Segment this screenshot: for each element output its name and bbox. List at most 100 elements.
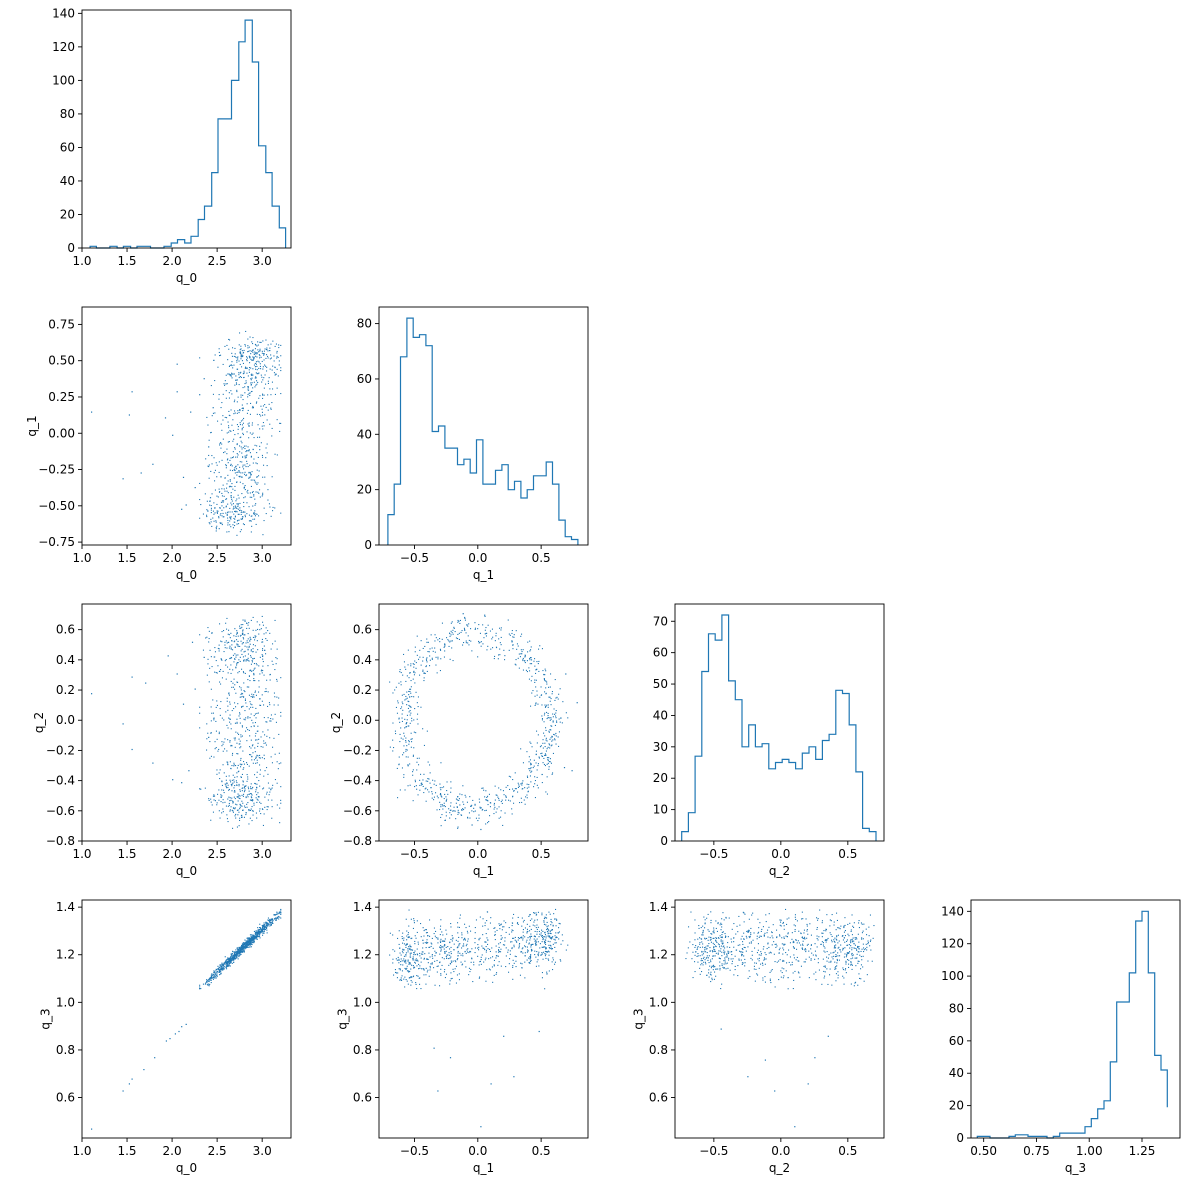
- scatter-point: [251, 471, 253, 473]
- scatter-point: [544, 950, 546, 952]
- scatter-point: [243, 951, 245, 953]
- scatter-point: [475, 817, 477, 819]
- scatter-point: [556, 721, 558, 723]
- scatter-point: [235, 780, 237, 782]
- scatter-point: [262, 340, 264, 342]
- panel-scatter-q_3-vs-q_1: −0.5 0.0 0.50.60.81.01.21.4q_1q_3: [336, 899, 589, 1175]
- scatter-point: [280, 715, 282, 717]
- scatter-point: [213, 457, 215, 459]
- scatter-point: [226, 453, 228, 455]
- scatter-point: [426, 641, 428, 643]
- scatter-point: [409, 691, 411, 693]
- scatter-point: [244, 939, 246, 941]
- scatter-point: [280, 422, 282, 424]
- scatter-point: [522, 762, 524, 764]
- scatter-point: [446, 637, 448, 639]
- x-axis-label: q_0: [176, 568, 197, 582]
- scatter-point: [246, 763, 248, 765]
- scatter-point: [238, 671, 240, 673]
- scatter-point: [760, 963, 762, 965]
- scatter-point: [532, 690, 534, 692]
- scatter-point: [468, 639, 470, 641]
- scatter-point: [250, 650, 252, 652]
- scatter-point: [232, 367, 234, 369]
- scatter-point: [459, 943, 461, 945]
- scatter-point: [420, 923, 422, 925]
- scatter-point: [485, 823, 487, 825]
- scatter-point: [247, 423, 249, 425]
- scatter-point: [267, 924, 269, 926]
- scatter-point: [254, 713, 256, 715]
- scatter-point: [529, 914, 531, 916]
- scatter-point: [262, 661, 264, 663]
- scatter-point: [229, 797, 231, 799]
- scatter-point: [230, 806, 232, 808]
- y-tick-label: 0.8: [56, 1043, 75, 1057]
- scatter-point: [256, 469, 258, 471]
- scatter-point-outlier: [174, 1033, 176, 1035]
- scatter-point: [221, 962, 223, 964]
- scatter-point: [423, 680, 425, 682]
- scatter-point: [247, 729, 249, 731]
- scatter-point: [416, 702, 418, 704]
- scatter-point: [426, 932, 428, 934]
- scatter-point: [266, 465, 268, 467]
- scatter-point: [255, 931, 257, 933]
- scatter-point: [237, 356, 239, 358]
- scatter-point: [234, 516, 236, 518]
- scatter-point: [237, 428, 239, 430]
- scatter-point: [255, 756, 257, 758]
- scatter-point: [227, 962, 229, 964]
- scatter-point: [445, 815, 447, 817]
- y-tick-label: 20: [357, 483, 372, 497]
- y-axis-label: q_2: [329, 712, 343, 733]
- scatter-point: [409, 672, 411, 674]
- scatter-point: [241, 790, 243, 792]
- scatter-point: [254, 479, 256, 481]
- scatter-point: [258, 633, 260, 635]
- scatter-point: [547, 759, 549, 761]
- scatter-point: [508, 971, 510, 973]
- x-tick-label: 1.5: [117, 551, 136, 565]
- scatter-point: [530, 763, 532, 765]
- scatter-point: [514, 772, 516, 774]
- scatter-point: [864, 948, 866, 950]
- scatter-point: [407, 949, 409, 951]
- scatter-point: [236, 644, 238, 646]
- scatter-point: [249, 394, 251, 396]
- scatter-point: [546, 776, 548, 778]
- scatter-point: [547, 762, 549, 764]
- scatter-point: [219, 444, 221, 446]
- scatter-point: [457, 633, 459, 635]
- scatter-point: [448, 952, 450, 954]
- scatter-point: [209, 649, 211, 651]
- scatter-point: [407, 707, 409, 709]
- scatter-point: [552, 752, 554, 754]
- scatter-point: [256, 373, 258, 375]
- scatter-point: [230, 781, 232, 783]
- scatter-point: [422, 951, 424, 953]
- x-tick-label: 2.5: [208, 254, 227, 268]
- scatter-point: [437, 965, 439, 967]
- scatter-point: [558, 927, 560, 929]
- scatter-point: [267, 705, 269, 707]
- scatter-point: [234, 658, 236, 660]
- scatter-point: [448, 640, 450, 642]
- scatter-point: [409, 963, 411, 965]
- scatter-point: [258, 361, 260, 363]
- scatter-point: [250, 943, 252, 945]
- scatter-point: [241, 773, 243, 775]
- scatter-point: [236, 643, 238, 645]
- scatter-point-outlier: [122, 1090, 124, 1092]
- scatter-point: [499, 942, 501, 944]
- scatter-point: [430, 942, 432, 944]
- scatter-point: [536, 919, 538, 921]
- scatter-point: [270, 923, 272, 925]
- scatter-point: [544, 932, 546, 934]
- scatter-point: [280, 786, 282, 788]
- scatter-point: [244, 710, 246, 712]
- scatter-point: [256, 754, 258, 756]
- scatter-point: [270, 515, 272, 517]
- scatter-point: [457, 932, 459, 934]
- y-tick-label: −0.2: [46, 743, 75, 757]
